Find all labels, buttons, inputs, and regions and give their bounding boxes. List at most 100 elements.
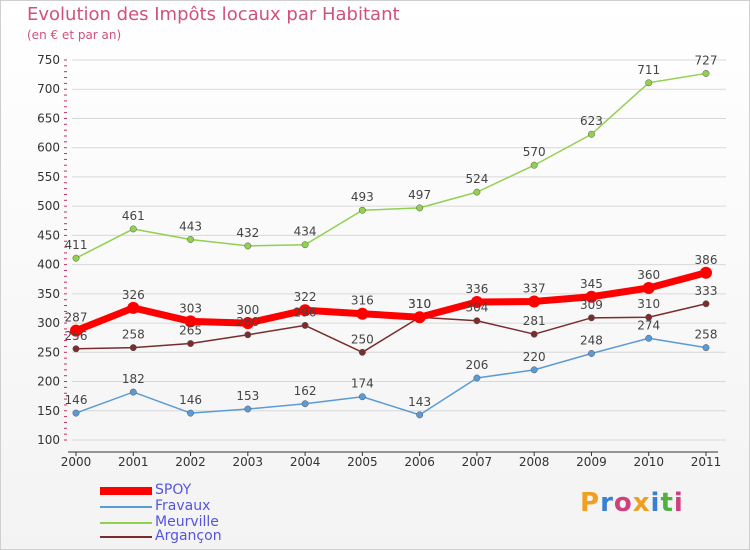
logo-letter: x bbox=[632, 488, 651, 518]
logo-letter: r bbox=[600, 488, 614, 518]
proxiti-logo: Proxiti bbox=[580, 488, 684, 518]
data-point-meurville bbox=[645, 79, 653, 87]
data-point-spoy bbox=[642, 282, 655, 294]
data-label-meurville: 623 bbox=[580, 114, 603, 128]
series-line-meurville bbox=[75, 72, 707, 259]
data-point-fravaux bbox=[473, 374, 481, 382]
data-label-spoy: 303 bbox=[179, 301, 202, 315]
data-point-fravaux bbox=[358, 393, 366, 401]
x-tick-label: 2010 bbox=[633, 455, 664, 469]
data-point-meurville bbox=[473, 188, 481, 196]
data-point-argancon bbox=[702, 300, 710, 308]
y-tick-label: 750 bbox=[37, 53, 60, 67]
data-label-fravaux: 220 bbox=[523, 350, 546, 364]
data-point-fravaux bbox=[129, 388, 137, 396]
x-tick-label: 2002 bbox=[175, 455, 206, 469]
x-tick-label: 2008 bbox=[519, 455, 550, 469]
legend-swatch-spoy bbox=[100, 487, 152, 495]
series-line-argancon bbox=[75, 303, 707, 354]
y-tick-label: 250 bbox=[37, 345, 60, 359]
y-tick-label: 100 bbox=[37, 433, 60, 447]
data-label-spoy: 345 bbox=[580, 277, 603, 291]
data-label-spoy: 326 bbox=[122, 288, 145, 302]
data-point-fravaux bbox=[416, 411, 424, 419]
series-line-fravaux bbox=[75, 337, 707, 416]
data-label-meurville: 432 bbox=[236, 226, 259, 240]
data-label-argancon: 310 bbox=[408, 297, 431, 311]
data-label-argancon: 310 bbox=[637, 297, 660, 311]
data-point-argancon bbox=[301, 321, 309, 329]
data-point-fravaux bbox=[702, 344, 710, 352]
data-point-fravaux bbox=[301, 400, 309, 408]
logo-letter: o bbox=[613, 488, 633, 518]
data-label-meurville: 727 bbox=[695, 53, 718, 67]
data-label-argancon: 256 bbox=[65, 329, 88, 343]
chart-title: Evolution des Impôts locaux par Habitant bbox=[27, 4, 400, 25]
logo-letter: i bbox=[650, 488, 661, 518]
data-point-argancon bbox=[645, 313, 653, 321]
x-tick-label: 2005 bbox=[347, 455, 378, 469]
logo-letter: P bbox=[580, 488, 601, 518]
data-label-meurville: 570 bbox=[523, 145, 546, 159]
x-tick-label: 2004 bbox=[290, 455, 321, 469]
data-label-fravaux: 146 bbox=[65, 393, 88, 407]
data-point-meurville bbox=[72, 254, 80, 262]
data-point-fravaux bbox=[530, 366, 538, 374]
series-line-spoy bbox=[74, 269, 707, 334]
data-label-meurville: 524 bbox=[465, 172, 488, 186]
data-point-meurville bbox=[530, 161, 538, 169]
data-point-meurville bbox=[416, 204, 424, 212]
y-tick-label: 550 bbox=[37, 170, 60, 184]
logo-letter: t bbox=[660, 488, 674, 518]
data-point-argancon bbox=[473, 317, 481, 325]
x-tick-label: 2003 bbox=[233, 455, 264, 469]
data-point-meurville bbox=[129, 225, 137, 233]
data-label-argancon: 309 bbox=[580, 298, 603, 312]
logo-letter: i bbox=[673, 488, 684, 518]
data-point-spoy bbox=[528, 295, 541, 308]
data-label-fravaux: 206 bbox=[465, 358, 488, 372]
data-label-fravaux: 182 bbox=[122, 372, 145, 386]
data-label-argancon: 265 bbox=[179, 324, 202, 338]
data-point-meurville bbox=[244, 242, 252, 250]
data-point-meurville bbox=[702, 69, 710, 77]
data-point-spoy bbox=[356, 307, 369, 320]
data-label-fravaux: 248 bbox=[580, 333, 603, 347]
data-point-argancon bbox=[72, 345, 80, 353]
data-label-argancon: 280 bbox=[236, 315, 259, 329]
x-tick-label: 2006 bbox=[404, 455, 435, 469]
data-point-spoy bbox=[127, 301, 140, 314]
data-label-meurville: 434 bbox=[294, 225, 317, 239]
y-tick-label: 200 bbox=[37, 375, 60, 389]
y-tick-label: 600 bbox=[37, 141, 60, 155]
data-point-spoy bbox=[700, 266, 712, 279]
data-label-argancon: 250 bbox=[351, 332, 374, 346]
data-label-fravaux: 174 bbox=[351, 377, 374, 391]
data-point-argancon bbox=[187, 340, 194, 347]
data-label-spoy: 310 bbox=[408, 297, 431, 311]
data-label-spoy: 337 bbox=[523, 281, 546, 295]
data-label-spoy: 300 bbox=[236, 303, 259, 317]
y-tick-label: 650 bbox=[37, 111, 60, 125]
data-point-argancon bbox=[588, 314, 595, 322]
legend-label-fravaux: Fravaux bbox=[155, 498, 211, 514]
legend-label-argancon: Argançon bbox=[155, 528, 222, 544]
data-label-spoy: 336 bbox=[465, 282, 488, 296]
data-point-fravaux bbox=[187, 409, 194, 417]
data-label-meurville: 493 bbox=[351, 190, 374, 204]
data-point-meurville bbox=[358, 206, 366, 214]
data-point-spoy bbox=[470, 296, 483, 309]
data-point-meurville bbox=[588, 130, 595, 138]
y-tick-label: 700 bbox=[37, 82, 60, 96]
data-label-argancon: 281 bbox=[523, 314, 546, 328]
data-label-spoy: 287 bbox=[65, 311, 88, 325]
data-label-fravaux: 162 bbox=[294, 384, 317, 398]
x-tick-label: 2007 bbox=[462, 455, 493, 469]
data-point-spoy bbox=[413, 311, 426, 324]
data-label-spoy: 322 bbox=[294, 290, 317, 304]
data-label-spoy: 386 bbox=[695, 253, 718, 267]
data-label-spoy: 360 bbox=[637, 268, 660, 282]
data-label-meurville: 443 bbox=[179, 219, 202, 233]
x-tick-label: 2011 bbox=[691, 455, 722, 469]
